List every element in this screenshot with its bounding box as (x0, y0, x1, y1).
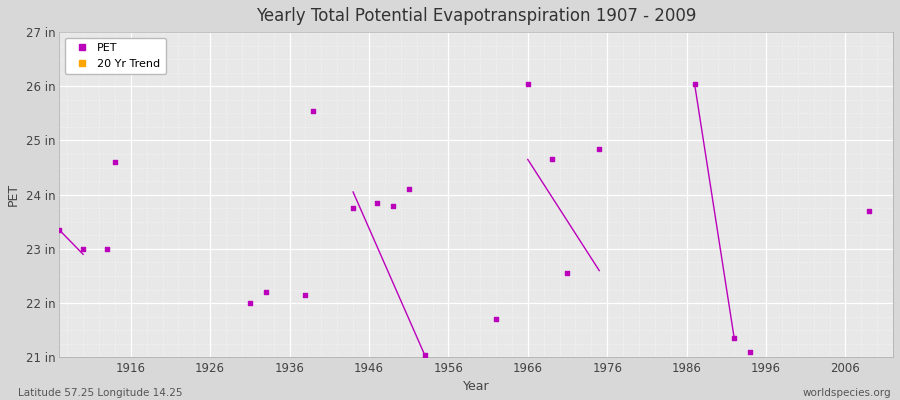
X-axis label: Year: Year (463, 380, 490, 393)
Point (418, 352, 432, 358)
Point (688, 80, 702, 87)
Point (243, 300, 257, 306)
Point (489, 316, 503, 322)
Point (108, 159, 122, 165)
Point (52, 227, 67, 233)
Point (385, 202, 400, 209)
Point (561, 270, 575, 276)
Point (306, 108, 320, 114)
Point (727, 335, 742, 342)
Point (258, 289, 273, 296)
Legend: PET, 20 Yr Trend: PET, 20 Yr Trend (65, 38, 166, 74)
Point (520, 80, 535, 87)
Point (76, 246, 90, 252)
Point (298, 292, 312, 298)
Point (100, 246, 114, 252)
Point (370, 200, 384, 206)
Point (862, 208, 877, 214)
Point (401, 186, 416, 192)
Text: worldspecies.org: worldspecies.org (803, 388, 891, 398)
Point (592, 146, 607, 152)
Point (742, 349, 757, 355)
Point (544, 156, 559, 163)
Point (346, 205, 360, 212)
Title: Yearly Total Potential Evapotranspiration 1907 - 2009: Yearly Total Potential Evapotranspiratio… (256, 7, 697, 25)
Text: Latitude 57.25 Longitude 14.25: Latitude 57.25 Longitude 14.25 (18, 388, 183, 398)
Y-axis label: PET: PET (7, 183, 20, 206)
